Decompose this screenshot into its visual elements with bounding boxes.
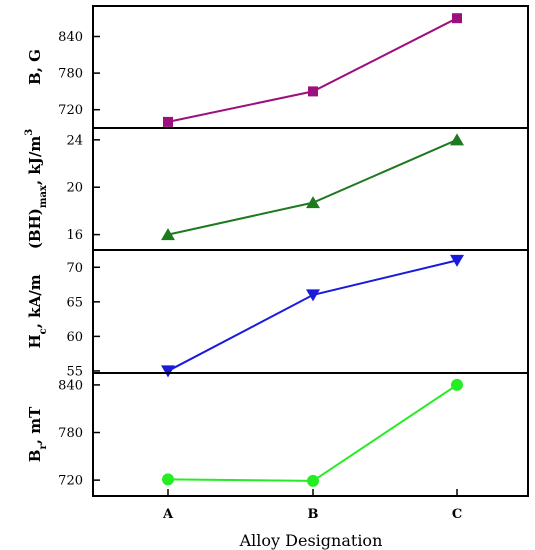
data-point-A [163, 116, 173, 127]
x-axis: A B C [162, 489, 462, 522]
y-tick-label: 780 [58, 67, 83, 82]
data-point-C [452, 13, 462, 24]
data-point-A [161, 365, 175, 378]
y-tick-label: 16 [66, 228, 83, 243]
panel-Br: 720 780 840 Br, mT [26, 372, 529, 497]
series-line [167, 138, 458, 236]
panel-frame [92, 372, 529, 497]
x-tick-label: C [452, 507, 462, 522]
data-point-A [162, 473, 174, 486]
data-point-B [306, 289, 320, 302]
x-axis-label: Alloy Designation [239, 531, 383, 550]
y-tick-label: 720 [58, 103, 83, 118]
y-tick-label: 55 [66, 364, 83, 379]
panel-B: 720 780 840 B, G [26, 5, 529, 129]
data-point-C [451, 378, 463, 391]
y-tick-label: 840 [58, 378, 83, 393]
y-tick-label: 60 [66, 330, 83, 345]
data-point-C [450, 133, 464, 146]
data-point-A [161, 228, 175, 241]
y-axis-label: Hc, kA/m [26, 274, 49, 348]
data-point-B [306, 196, 320, 209]
y-tick-label: 70 [66, 261, 83, 276]
y-tick-label: 840 [58, 30, 83, 45]
data-point-B [307, 474, 319, 487]
x-tick-label: B [308, 507, 319, 522]
panel-frame [92, 127, 529, 251]
y-axis-label: Br, mT [26, 406, 49, 462]
series-line [167, 259, 458, 372]
y-tick-label: 780 [58, 426, 83, 441]
series-line [167, 384, 458, 482]
y-tick-label: 24 [66, 133, 83, 148]
chart-panels: 720 780 840 B, G 16 20 24 (BH)max, kJ/m3 55 60 65 7… [24, 5, 529, 497]
y-axis-label: B, G [26, 49, 44, 85]
y-tick-label: 65 [66, 295, 83, 310]
panel-Hc: 55 60 65 70 Hc, kA/m [26, 249, 529, 379]
y-tick-label: 20 [66, 181, 83, 196]
panel-BHmax: 16 20 24 (BH)max, kJ/m3 [24, 127, 529, 251]
series-line [167, 17, 458, 123]
y-tick-label: 720 [58, 474, 83, 489]
data-point-C [450, 254, 464, 267]
panel-frame [92, 249, 529, 374]
data-point-B [308, 86, 318, 97]
y-axis-label: (BH)max, kJ/m3 [24, 129, 49, 249]
panel-frame [92, 5, 529, 129]
x-tick-label: A [162, 507, 174, 522]
